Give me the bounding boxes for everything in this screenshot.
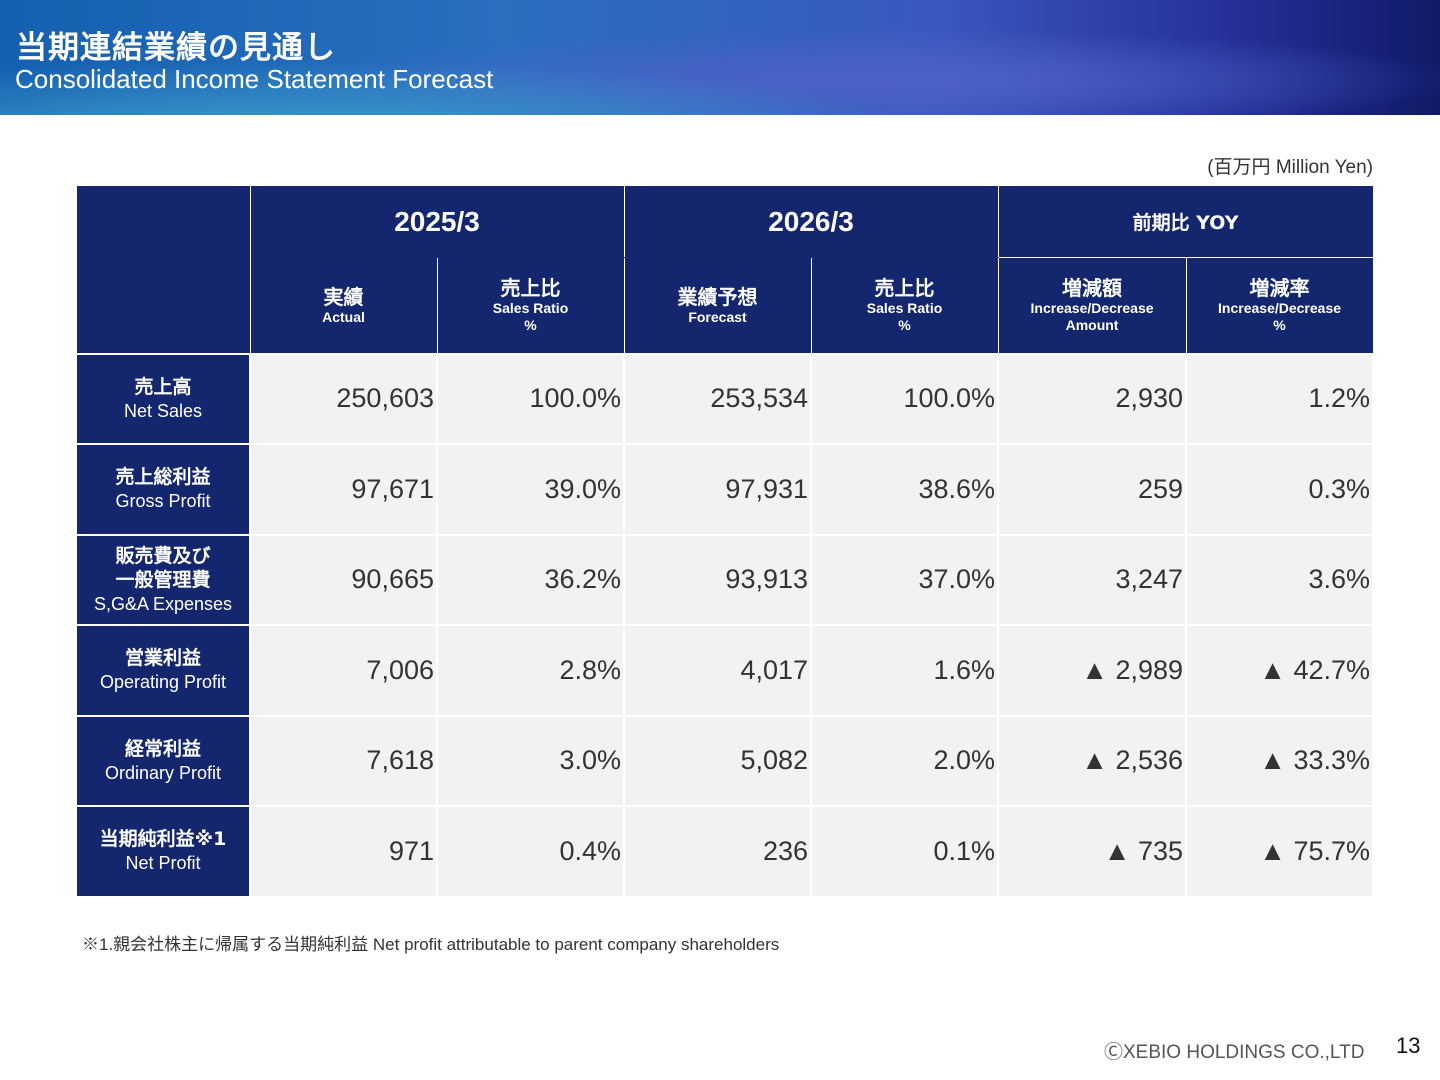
- income-forecast-table: 2025/3 2026/3 前期比 YOY 実績 Actual 売上比 Sales R…: [75, 185, 1375, 898]
- column-header-jp: 業績予想: [677, 284, 758, 309]
- corner-cell: [75, 185, 251, 354]
- column-header-en: Increase/Decrease: [1218, 300, 1342, 317]
- column-header-en: Increase/Decrease: [1030, 300, 1154, 317]
- column-header-en-sub: Amount: [1065, 317, 1119, 334]
- value-cell: 2,930: [997, 352, 1188, 445]
- table-row: 経常利益 Ordinary Profit 7,618 3.0% 5,082 2.0% ▲ 2…: [75, 714, 1375, 807]
- value-cell: 1.2%: [1185, 352, 1375, 445]
- row-label-jp-2: 一般管理費: [115, 568, 211, 591]
- row-label-en: S,G&A Expenses: [93, 593, 233, 614]
- row-label: 売上高 Net Sales: [75, 352, 251, 445]
- value-cell: 90,665: [249, 533, 438, 626]
- column-header-jp: 売上比: [500, 276, 561, 301]
- value-cell: 0.3%: [1185, 443, 1375, 536]
- row-label: 売上総利益 Gross Profit: [75, 443, 251, 536]
- value-cell: 97,671: [249, 443, 438, 536]
- value-cell: ▲ 42.7%: [1185, 624, 1375, 717]
- value-cell: 253,534: [623, 352, 813, 445]
- page-title: 当期連結業績の見通し: [16, 30, 336, 66]
- unit-label: (百万円 Million Yen): [1207, 157, 1373, 178]
- row-label-en: Ordinary Profit: [104, 762, 222, 783]
- row-label: 販売費及び 一般管理費 S,G&A Expenses: [75, 533, 251, 626]
- value-cell: ▲ 2,989: [997, 624, 1188, 717]
- footnote: ※1.親会社株主に帰属する当期純利益 Net profit attributab…: [82, 935, 780, 954]
- value-cell: 100.0%: [810, 352, 1000, 445]
- column-header-en: Forecast: [688, 308, 747, 325]
- value-cell: ▲ 735: [997, 805, 1188, 898]
- column-header-jp: 売上比: [874, 276, 935, 301]
- value-cell: 2.0%: [810, 714, 1000, 807]
- value-cell: 0.1%: [810, 805, 1000, 898]
- group-header-2026: 2026/3: [623, 185, 999, 258]
- value-cell: 3,247: [997, 533, 1188, 626]
- row-label-jp: 売上総利益: [115, 466, 211, 489]
- page-subtitle: Consolidated Income Statement Forecast: [15, 64, 494, 94]
- row-label: 営業利益 Operating Profit: [75, 624, 251, 717]
- value-cell: ▲ 75.7%: [1185, 805, 1375, 898]
- table-row: 販売費及び 一般管理費 S,G&A Expenses 90,665 36.2% 93,91…: [75, 533, 1375, 626]
- value-cell: 5,082: [623, 714, 813, 807]
- column-header-en: Sales Ratio: [866, 300, 943, 317]
- value-cell: 236: [623, 805, 813, 898]
- value-cell: 0.4%: [435, 805, 626, 898]
- row-label-en: Operating Profit: [99, 672, 227, 693]
- column-header: 増減率 Increase/Decrease%: [1185, 257, 1374, 354]
- value-cell: ▲ 33.3%: [1185, 714, 1375, 807]
- row-label-jp: 経常利益: [124, 737, 201, 760]
- value-cell: 7,006: [249, 624, 438, 717]
- group-header-2025: 2025/3: [249, 185, 625, 258]
- column-header-en-sub: %: [1273, 317, 1286, 334]
- table-row: 売上総利益 Gross Profit 97,671 39.0% 97,931 38.6% 2…: [75, 443, 1375, 536]
- column-header-jp: 増減額: [1062, 276, 1123, 301]
- value-cell: 100.0%: [435, 352, 626, 445]
- row-label-jp: 売上高: [134, 375, 192, 398]
- value-cell: ▲ 2,536: [997, 714, 1188, 807]
- column-header-en: Sales Ratio: [492, 300, 569, 317]
- value-cell: 250,603: [249, 352, 438, 445]
- value-cell: 38.6%: [810, 443, 1000, 536]
- value-cell: 1.6%: [810, 624, 1000, 717]
- row-label-en: Net Sales: [123, 400, 203, 421]
- value-cell: 971: [249, 805, 438, 898]
- row-label-jp: 当期純利益※1: [99, 828, 227, 851]
- column-header: 増減額 Increase/Decrease Amount: [997, 257, 1187, 354]
- value-cell: 97,931: [623, 443, 813, 536]
- value-cell: 2.8%: [435, 624, 626, 717]
- column-header-jp: 実績: [323, 284, 364, 309]
- row-label: 当期純利益※1 Net Profit: [75, 805, 251, 898]
- column-header: 実績 Actual: [249, 257, 438, 354]
- title-banner: 当期連結業績の見通し Consolidated Income Statement…: [0, 0, 1440, 115]
- value-cell: 259: [997, 443, 1188, 536]
- row-label-jp: 営業利益: [124, 647, 201, 670]
- value-cell: 36.2%: [435, 533, 626, 626]
- row-label-en: Net Profit: [125, 853, 201, 874]
- value-cell: 3.0%: [435, 714, 626, 807]
- column-header: 業績予想 Forecast: [623, 257, 812, 354]
- row-label-jp: 販売費及び: [115, 544, 211, 567]
- value-cell: 7,618: [249, 714, 438, 807]
- group-header-yoy: 前期比 YOY: [997, 185, 1374, 258]
- page-number: 13: [1396, 1033, 1421, 1058]
- row-label-en: Gross Profit: [115, 491, 211, 512]
- value-cell: 93,913: [623, 533, 813, 626]
- row-label: 経常利益 Ordinary Profit: [75, 714, 251, 807]
- table-row: 売上高 Net Sales 250,603 100.0% 253,534 100.0% 2,…: [75, 352, 1375, 445]
- column-header-jp: 増減率: [1249, 276, 1310, 301]
- column-header-en-sub: %: [524, 317, 537, 334]
- column-header-en-sub: %: [898, 317, 911, 334]
- column-header: 売上比 Sales Ratio%: [436, 257, 625, 354]
- value-cell: 37.0%: [810, 533, 1000, 626]
- value-cell: 3.6%: [1185, 533, 1375, 626]
- table-row: 当期純利益※1 Net Profit 971 0.4% 236 0.1% ▲ 735 ▲ 75…: [75, 805, 1375, 898]
- copyright: ⒸXEBIO HOLDINGS CO.,LTD: [1104, 1042, 1365, 1063]
- column-header-en: Actual: [322, 308, 365, 325]
- value-cell: 4,017: [623, 624, 813, 717]
- value-cell: 39.0%: [435, 443, 626, 536]
- table-row: 営業利益 Operating Profit 7,006 2.8% 4,017 1.6% ▲ …: [75, 624, 1375, 717]
- column-header: 売上比 Sales Ratio%: [810, 257, 999, 354]
